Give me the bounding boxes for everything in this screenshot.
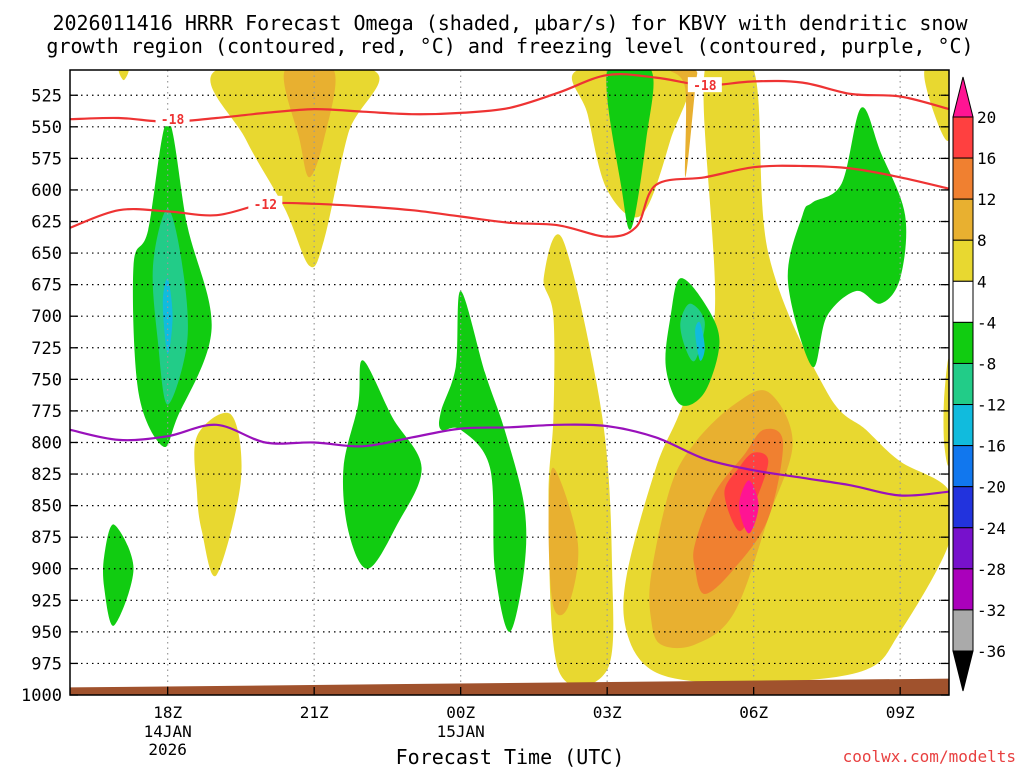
colorbar-label: -20 xyxy=(977,478,1006,497)
ground-surface xyxy=(70,678,949,695)
omega-region-11 xyxy=(548,467,579,616)
y-axis: 525 550 575 600 625 650 675 700 725 750 775 800 825 8… xyxy=(21,86,949,706)
colorbar-label: -4 xyxy=(977,313,996,332)
y-tick-label: 800 xyxy=(31,433,62,453)
colorbar-bin xyxy=(952,321,974,364)
colorbar-bin xyxy=(952,116,974,159)
colorbar-label: -32 xyxy=(977,601,1006,620)
y-tick-label: 775 xyxy=(31,402,62,422)
y-tick-label: 900 xyxy=(31,560,62,580)
y-tick-label: 675 xyxy=(31,276,62,296)
y-tick-label: 575 xyxy=(31,149,62,169)
omega-region-0 xyxy=(118,70,129,81)
omega-region-16 xyxy=(670,70,698,178)
y-tick-label: 975 xyxy=(31,654,62,674)
omega-region-9 xyxy=(438,290,527,632)
colorbar-label: 16 xyxy=(977,149,996,168)
colorbar-bin xyxy=(952,157,974,200)
x-axis-label: Forecast Time (UTC) xyxy=(396,745,625,768)
colorbar-bin xyxy=(952,445,974,488)
colorbar-bin xyxy=(952,198,974,241)
y-tick-label: 725 xyxy=(31,339,62,359)
colorbar-bin xyxy=(952,527,974,570)
colorbar-label: 8 xyxy=(977,231,987,250)
y-tick-label: 1000 xyxy=(21,686,62,706)
contour-label: -18 xyxy=(161,113,185,128)
x-tick-label: 09Z xyxy=(886,703,915,722)
contour-label: -18 xyxy=(693,79,717,94)
colorbar-bin xyxy=(952,486,974,529)
omega-region-8 xyxy=(342,360,422,569)
contour-label-layer: -18 -18 -12 xyxy=(155,77,722,213)
x-tick-year: 2026 xyxy=(148,740,187,759)
x-tick-label: 06Z xyxy=(739,703,768,722)
colorbar-label: -12 xyxy=(977,396,1006,415)
omega-region-15 xyxy=(943,358,949,466)
colorbar-label: -24 xyxy=(977,519,1006,538)
y-tick-label: 700 xyxy=(31,307,62,327)
colorbar-label: 20 xyxy=(977,108,996,127)
omega-region-1 xyxy=(210,70,380,268)
colorbar-bin xyxy=(952,280,974,323)
y-tick-label: 925 xyxy=(31,591,62,611)
colorbar: 20 16 12 8 4 -4 -8 -12 -16 -20 -24 -28 -32 -36 xyxy=(952,76,1006,692)
y-tick-label: 750 xyxy=(31,370,62,390)
contour-layer xyxy=(70,73,949,497)
omega-region-6 xyxy=(162,278,173,355)
x-tick-date: 14JAN xyxy=(144,722,192,741)
x-tick-label: 00Z xyxy=(446,703,475,722)
omega-region-2 xyxy=(283,70,336,178)
plot-frame xyxy=(69,69,950,696)
colorbar-bin xyxy=(952,568,974,611)
contour-line-0 xyxy=(70,73,949,123)
colorbar-bin xyxy=(952,609,974,652)
contour-label-bg xyxy=(687,77,722,93)
chart-title-line2: growth region (contoured, red, °C) and f… xyxy=(46,34,973,58)
omega-region-17 xyxy=(606,70,654,230)
x-tick-date: 15JAN xyxy=(437,722,485,741)
y-tick-label: 600 xyxy=(31,181,62,201)
plot-area: -18 -18 -12 xyxy=(69,69,950,696)
omega-region-3 xyxy=(194,412,242,577)
y-tick-label: 625 xyxy=(31,213,62,233)
colorbar-bin xyxy=(952,362,974,406)
contour-line-2 xyxy=(70,423,949,497)
y-tick-label: 875 xyxy=(31,528,62,548)
grid-layer xyxy=(70,70,949,695)
colorbar-bin xyxy=(952,239,974,282)
colorbar-label: -16 xyxy=(977,437,1006,456)
colorbar-label: -28 xyxy=(977,560,1006,579)
y-tick-label: 850 xyxy=(31,497,62,517)
colorbar-label: -8 xyxy=(977,354,996,373)
x-tick-label: 21Z xyxy=(300,703,329,722)
colorbar-label: 12 xyxy=(977,190,996,209)
y-tick-label: 525 xyxy=(31,86,62,106)
colorbar-label: 4 xyxy=(977,272,987,291)
colorbar-bin xyxy=(952,404,974,447)
x-tick-label: 18Z xyxy=(153,703,182,722)
contour-line-1 xyxy=(70,164,949,238)
contour-label-bg xyxy=(155,111,190,127)
y-tick-label: 650 xyxy=(31,244,62,264)
y-tick-label: 950 xyxy=(31,623,62,643)
y-tick-label: 825 xyxy=(31,465,62,485)
contour-label-bg xyxy=(248,195,283,211)
contour-label: -12 xyxy=(254,198,277,213)
x-tick-label: 03Z xyxy=(593,703,622,722)
omega-region-21 xyxy=(695,321,705,361)
colorbar-bottom-arrow xyxy=(952,650,974,692)
colorbar-label: -36 xyxy=(977,642,1006,661)
y-tick-label: 550 xyxy=(31,118,62,138)
credit-text: coolwx.com/modelts xyxy=(843,747,1016,766)
colorbar-top-arrow xyxy=(952,76,974,118)
chart-title-line1: 2026011416 HRRR Forecast Omega (shaded, … xyxy=(52,11,968,35)
